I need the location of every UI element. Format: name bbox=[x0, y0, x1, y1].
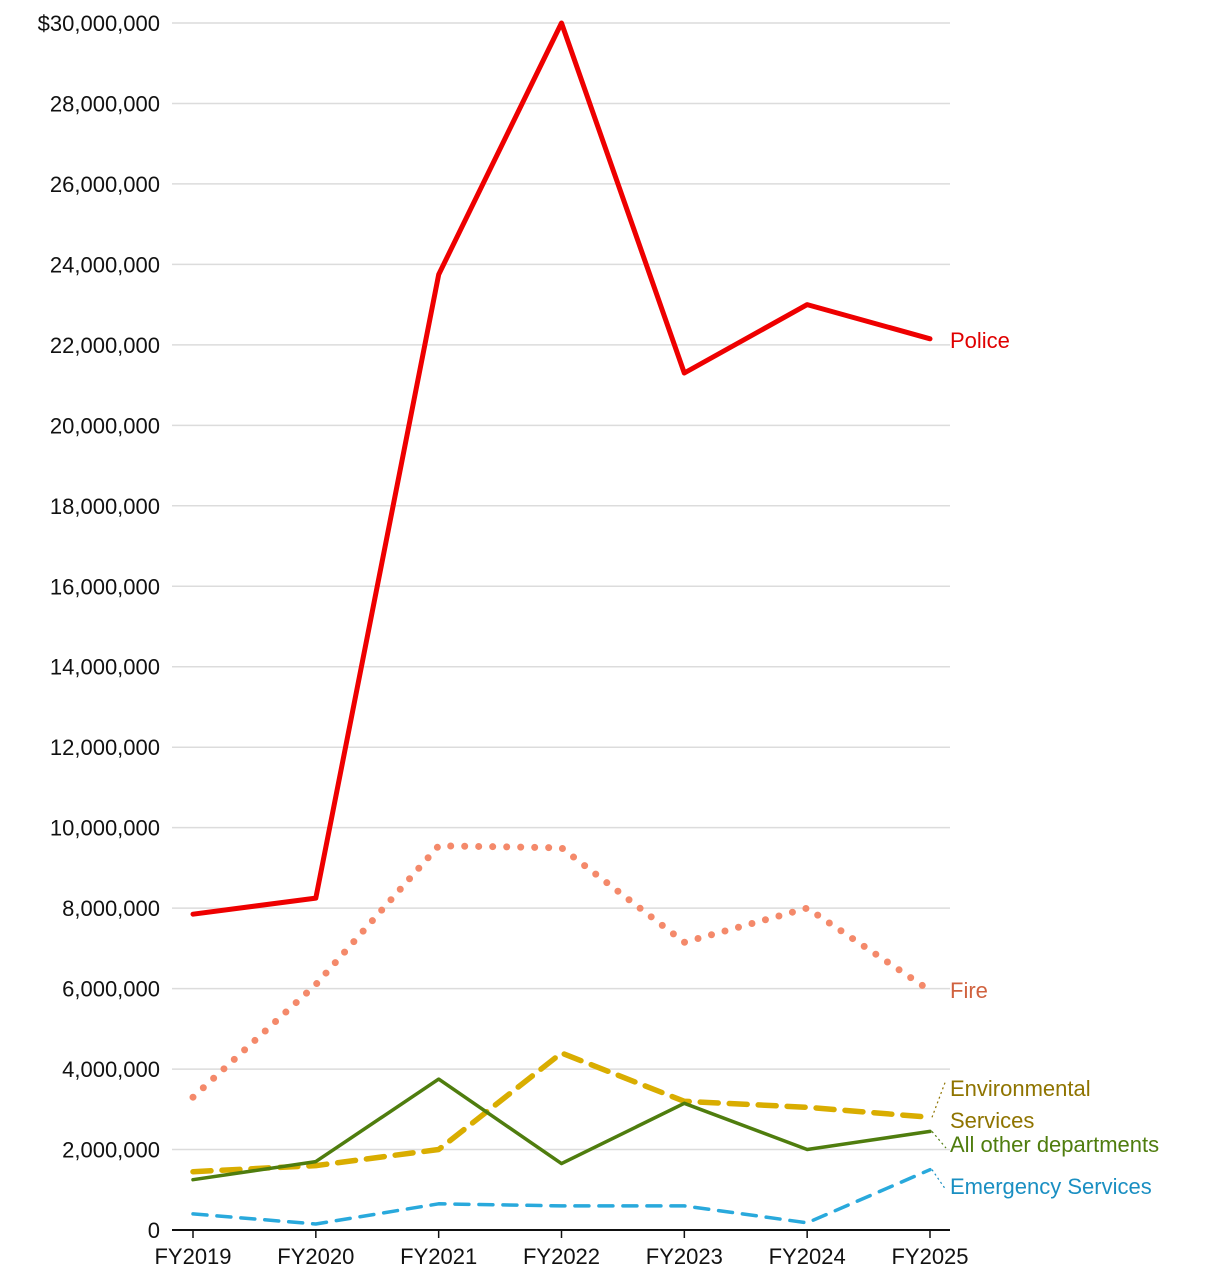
series-label: Emergency Services bbox=[950, 1174, 1152, 1199]
y-tick-label: 28,000,000 bbox=[50, 91, 160, 116]
y-tick-label: 26,000,000 bbox=[50, 172, 160, 197]
label-leader-line bbox=[931, 1169, 947, 1191]
series-line-fire bbox=[189, 842, 934, 1101]
series-line-police bbox=[190, 20, 933, 917]
y-tick-label: 8,000,000 bbox=[62, 896, 160, 921]
y-tick-label: 16,000,000 bbox=[50, 574, 160, 599]
y-tick-label: 14,000,000 bbox=[50, 655, 160, 680]
y-tick-label: 4,000,000 bbox=[62, 1057, 160, 1082]
y-tick-label: 12,000,000 bbox=[50, 735, 160, 760]
x-tick-label: FY2023 bbox=[646, 1244, 723, 1269]
series-label: Environmental bbox=[950, 1076, 1091, 1101]
y-tick-label: 22,000,000 bbox=[50, 333, 160, 358]
series-label: All other departments bbox=[950, 1132, 1159, 1157]
series-lines bbox=[189, 20, 934, 1226]
y-tick-label: 10,000,000 bbox=[50, 816, 160, 841]
x-tick-label: FY2025 bbox=[891, 1244, 968, 1269]
series-line-environmental-services bbox=[190, 1050, 933, 1175]
x-tick-label: FY2024 bbox=[769, 1244, 846, 1269]
x-tick-label: FY2019 bbox=[154, 1244, 231, 1269]
y-tick-label: 0 bbox=[148, 1218, 160, 1243]
label-leader-line bbox=[931, 1079, 947, 1118]
series-line-emergency-services bbox=[191, 1167, 932, 1226]
series-label: Services bbox=[950, 1108, 1034, 1133]
y-tick-label: 18,000,000 bbox=[50, 494, 160, 519]
gridlines bbox=[172, 22, 950, 1151]
series-label: Police bbox=[950, 328, 1010, 353]
axes: $30,000,000 28,000,000 26,000,000 24,000,00… bbox=[38, 11, 969, 1269]
y-tick-label: 20,000,000 bbox=[50, 413, 160, 438]
x-tick-label: FY2022 bbox=[523, 1244, 600, 1269]
y-tick-label: 24,000,000 bbox=[50, 252, 160, 277]
y-tick-label: 2,000,000 bbox=[62, 1138, 160, 1163]
x-tick-label: FY2020 bbox=[277, 1244, 354, 1269]
series-label: Fire bbox=[950, 978, 988, 1003]
series-line-all-other-departments bbox=[191, 1077, 932, 1182]
y-tick-label: $30,000,000 bbox=[38, 11, 160, 36]
x-tick-label: FY2021 bbox=[400, 1244, 477, 1269]
label-leader-line bbox=[931, 1131, 947, 1149]
y-tick-label: 6,000,000 bbox=[62, 977, 160, 1002]
